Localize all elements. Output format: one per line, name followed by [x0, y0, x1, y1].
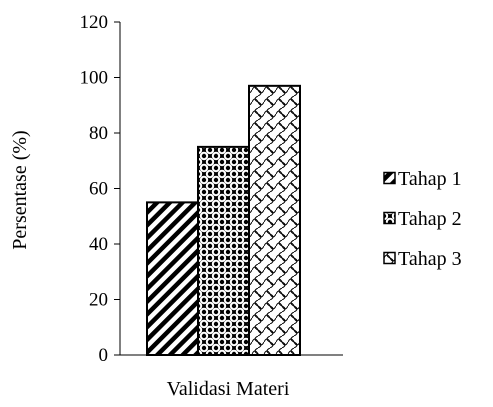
bar-tahap-1: [146, 201, 199, 356]
legend-swatch: [383, 251, 396, 265]
legend-label: Tahap 1: [398, 168, 462, 190]
x-axis-label: Validasi Materi: [167, 378, 290, 400]
legend-label: Tahap 2: [398, 208, 462, 230]
y-tick-label: 20: [89, 290, 108, 311]
legend-item-tahap-1: Tahap 1: [383, 168, 462, 190]
bar-tahap-2: [197, 145, 250, 356]
legend-swatch: [383, 211, 396, 225]
legend-swatch: [383, 171, 396, 185]
legend: Tahap 1 Tahap 2 Tahap 3: [383, 168, 462, 270]
y-tick-label: 80: [89, 123, 108, 144]
legend-item-tahap-3: Tahap 3: [383, 248, 462, 270]
y-tick-label: 120: [80, 12, 109, 33]
bar-tahap-3: [248, 84, 301, 356]
legend-label: Tahap 3: [398, 248, 462, 270]
y-tick-label: 60: [89, 179, 108, 200]
legend-item-tahap-2: Tahap 2: [383, 208, 462, 230]
y-tick-label: 100: [80, 68, 109, 89]
y-axis-label: Persentase (%): [9, 130, 31, 249]
y-tick-label: 0: [99, 345, 109, 366]
y-tick-label: 40: [89, 234, 108, 255]
